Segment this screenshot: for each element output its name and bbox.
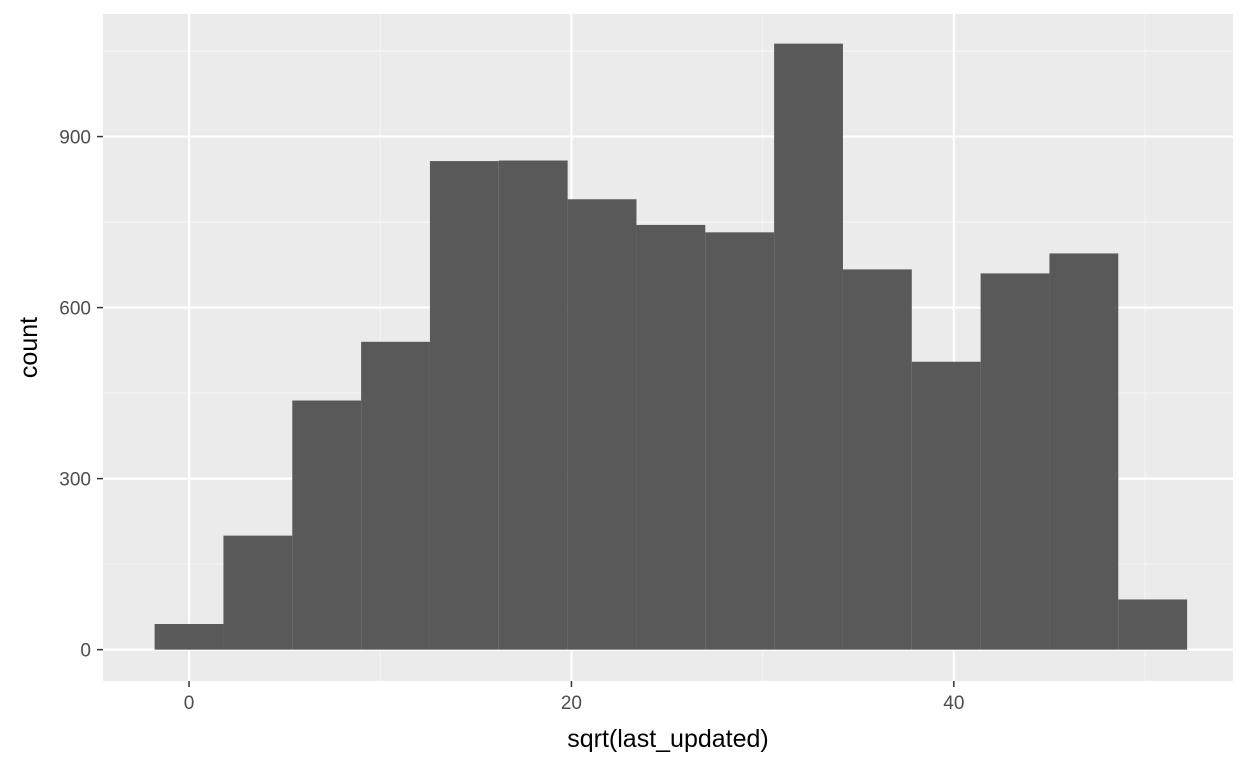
histogram-bar: [154, 623, 224, 650]
x-tick-label: 0: [184, 693, 195, 714]
histogram-bar: [223, 535, 293, 650]
x-axis: 0 20 40: [184, 681, 964, 714]
histogram-bar: [705, 232, 775, 650]
histogram-bar: [1049, 253, 1119, 650]
histogram-bar: [567, 199, 637, 650]
y-tick-label: 300: [59, 470, 91, 491]
x-tick-label: 20: [561, 693, 582, 714]
y-tick-label: 600: [59, 299, 91, 320]
histogram-bar: [498, 160, 568, 650]
y-axis-title: count: [15, 317, 43, 378]
y-tick-label: 0: [80, 641, 91, 662]
x-tick-label: 40: [943, 693, 964, 714]
histogram-bar: [842, 269, 912, 650]
histogram-bar: [774, 43, 843, 650]
histogram-bar: [911, 361, 981, 650]
histogram-bar: [361, 341, 430, 650]
histogram-bar: [1118, 599, 1188, 650]
x-axis-title: sqrt(last_updated): [567, 725, 769, 753]
histogram-bars: [154, 43, 1188, 650]
histogram-bar: [292, 400, 362, 650]
histogram-bar: [980, 273, 1050, 650]
y-tick-label: 900: [59, 128, 91, 149]
histogram-bar: [429, 161, 499, 650]
y-axis: 0 300 600 900: [59, 128, 103, 662]
histogram-bar: [636, 224, 706, 650]
